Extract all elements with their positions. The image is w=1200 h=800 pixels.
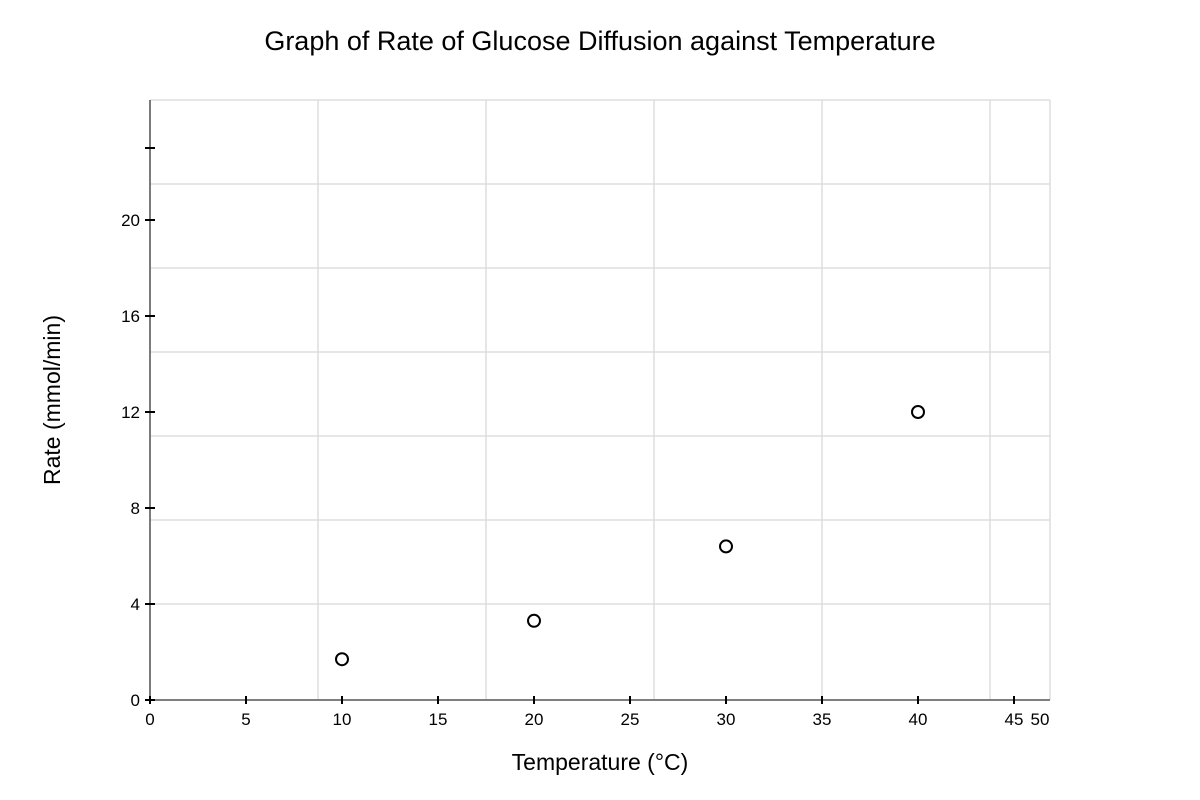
x-tick-label: 25: [621, 710, 640, 729]
y-tick-label: 8: [131, 499, 140, 518]
x-tick-label: 5: [241, 710, 250, 729]
y-axis-ticks: 0 4 8 12 16 20: [121, 147, 155, 710]
y-tick-label: 16: [121, 307, 140, 326]
y-tick-label: 20: [121, 211, 140, 230]
x-axis-ticks: 0 5 10 15 20 25 30 35 40 45 50: [145, 696, 1049, 729]
data-point: [719, 539, 733, 554]
data-point: [527, 613, 541, 628]
x-tick-label: 45: [1005, 710, 1024, 729]
y-tick-label: 4: [131, 595, 140, 614]
x-tick-label: 10: [333, 710, 352, 729]
x-tick-label: 0: [145, 710, 154, 729]
y-tick-label: 0: [131, 691, 140, 710]
chart-title: Graph of Rate of Glucose Diffusion again…: [264, 26, 935, 56]
x-axis-label: Temperature (°C): [512, 749, 689, 775]
x-tick-label: 20: [525, 710, 544, 729]
grid: [149, 99, 1051, 700]
x-tick-label: 30: [717, 710, 736, 729]
data-points: [335, 405, 925, 667]
x-tick-label: 40: [909, 710, 928, 729]
data-point: [335, 652, 349, 667]
x-tick-label: 15: [429, 710, 448, 729]
y-tick-label: 12: [121, 403, 140, 422]
x-tick-label: 50: [1031, 710, 1050, 729]
y-axis-label: Rate (mmol/min): [39, 315, 65, 485]
x-tick-label: 35: [813, 710, 832, 729]
data-point: [911, 405, 925, 419]
axes: [149, 100, 1050, 701]
